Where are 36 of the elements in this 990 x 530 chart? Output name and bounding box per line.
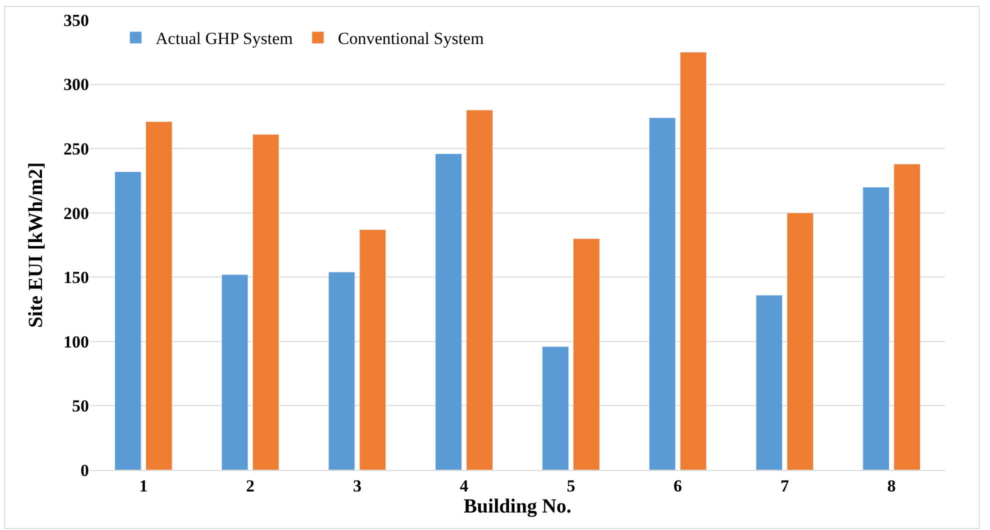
x-tick-label: 4: [460, 476, 469, 496]
bar: [114, 171, 142, 470]
x-tick-label: 3: [352, 476, 362, 496]
bar: [680, 52, 707, 470]
y-tick-label: 300: [64, 75, 89, 94]
bar: [894, 164, 920, 470]
legend-label: Actual GHP System: [156, 29, 293, 48]
y-tick-label: 50: [72, 396, 89, 416]
bar: [252, 134, 280, 470]
y-tick-label: 350: [64, 10, 89, 30]
y-axis-title: Site EUI [kWh/m2]: [25, 162, 47, 328]
bar: [756, 294, 783, 470]
x-tick-label: 5: [566, 476, 576, 496]
bar: [466, 110, 493, 470]
x-tick-label: 2: [246, 476, 255, 496]
bar: [648, 117, 676, 470]
x-tick-label: 1: [139, 476, 148, 496]
bar: [573, 238, 600, 470]
legend-label: Conventional System: [338, 29, 484, 48]
bar: [221, 274, 248, 470]
y-tick-label: 250: [64, 140, 89, 159]
x-axis-title: Building No.: [464, 495, 572, 518]
bar: [542, 346, 569, 470]
bar: [328, 272, 356, 470]
x-tick-label: 8: [887, 476, 896, 496]
x-tick-label: 7: [780, 476, 790, 496]
bar: [786, 212, 814, 470]
y-tick-label: 150: [64, 268, 89, 288]
x-tick-label: 6: [674, 476, 682, 496]
y-tick-label: 100: [64, 332, 89, 352]
bar: [435, 153, 462, 470]
y-tick-label: 200: [64, 204, 89, 223]
bar: [359, 229, 386, 470]
bar: [862, 186, 890, 470]
y-tick-label: 0: [80, 460, 89, 480]
bar: [146, 121, 172, 470]
